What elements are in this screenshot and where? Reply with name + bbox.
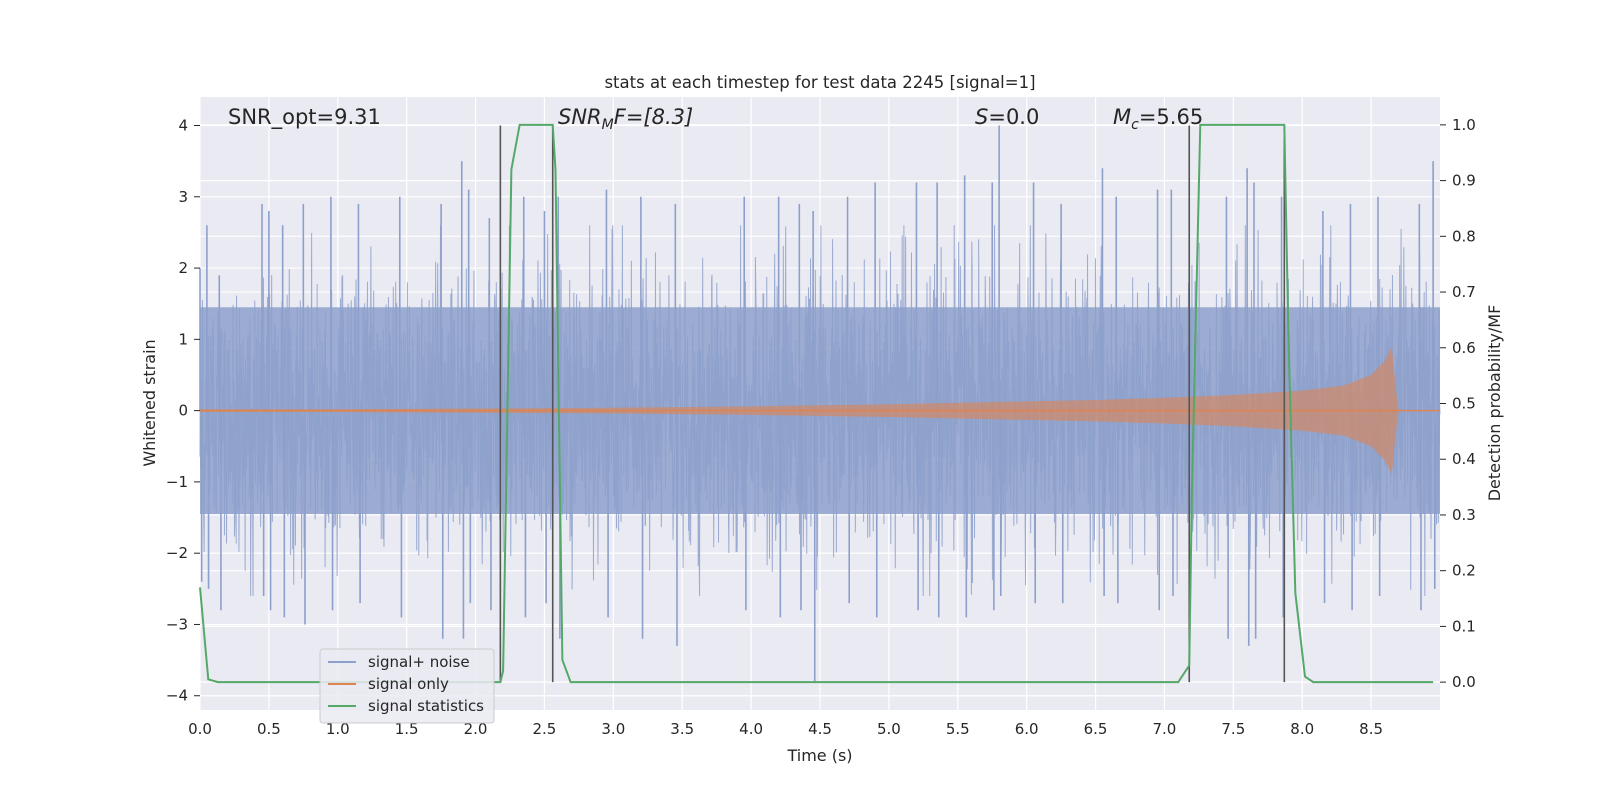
x-tick-label: 5.5 [946,720,970,738]
y-tick-label-right: 0.7 [1452,283,1476,301]
y-tick-label-left: −2 [166,544,188,562]
x-tick-label: 4.0 [739,720,763,738]
x-tick-label: 3.5 [670,720,694,738]
annotation-snr-mf-rest: F=[8.3] [614,105,693,129]
signal-statistics-series [199,123,1434,684]
legend-box [319,648,495,724]
annotation-s-var: S [975,105,988,129]
x-tick-label: 7.5 [1221,720,1245,738]
x-tick-label: 3.0 [601,720,625,738]
x-tick-label: 2.0 [464,720,488,738]
annotation-s-rest: =0.0 [988,105,1039,129]
legend-label-noise: signal+ noise [368,653,470,671]
y-tick-label-right: 0.6 [1452,339,1476,357]
y-tick-label-right: 0.1 [1452,617,1476,635]
x-tick-label: 6.0 [1015,720,1039,738]
y-tick-label-right: 0.5 [1452,395,1476,413]
annotation-mc-rest: =5.65 [1139,105,1203,129]
signal-only-series [200,346,1440,475]
signal-statistics-line [199,123,1434,684]
y-tick-label-right: 0.3 [1452,506,1476,524]
y-tick-label-right: 0.4 [1452,450,1476,468]
x-tick-label: 1.5 [395,720,419,738]
y-axis-left-label: Whitened strain [140,339,159,466]
annotation-snr-mf-sub: M [602,117,614,133]
x-axis-label: Time (s) [786,746,852,765]
x-tick-label: 0.5 [257,720,281,738]
annotation-mc: Mc=5.65 [1113,105,1203,133]
y-tick-label-left: 2 [178,259,188,277]
x-tick-label: 8.5 [1359,720,1383,738]
legend-label-signal: signal only [368,675,449,693]
x-tick-label: 7.0 [1153,720,1177,738]
tick-labels: 0.0 0.5 1.0 1.5 2.0 2.5 3.0 3.5 4.0 4.5 5.0 5.5 6.0 6… [166,116,1476,738]
vertical-markers [499,125,1286,683]
annotation-snr-opt: SNR_opt=9.31 [228,105,381,130]
y-tick-label-right: 0.9 [1452,172,1476,190]
x-tick-label: 1.0 [326,720,350,738]
x-tick-label: 8.0 [1290,720,1314,738]
legend-label-stats: signal statistics [368,697,484,715]
chart-title: stats at each timestep for test data 224… [604,73,1035,92]
x-tick-label: 4.5 [808,720,832,738]
annotation-mc-sub: c [1131,117,1139,133]
annotation-snr-mf: SNRMF=[8.3] [558,105,693,133]
y-tick-label-left: −3 [166,615,188,633]
x-tick-label: 5.0 [877,720,901,738]
annotation-snr-mf-main: SNR [558,105,602,129]
x-tick-label: 2.5 [533,720,557,738]
y-tick-label-left: −4 [166,687,188,705]
y-tick-label-right: 1.0 [1452,116,1476,134]
annotation-s: S=0.0 [975,105,1039,129]
y-tick-label-left: 4 [178,117,188,135]
y-tick-label-right: 0.8 [1452,227,1476,245]
x-tick-label: 6.5 [1084,720,1108,738]
y-axis-right-label: Detection probability/MF [1485,305,1504,502]
y-tick-label-left: 1 [178,330,188,348]
annotation-mc-var: M [1113,105,1131,129]
y-tick-label-left: 3 [178,188,188,206]
y-tick-label-right: 0.0 [1452,673,1476,691]
legend: signal+ noise signal only signal statist… [319,648,495,724]
x-tick-label: 0.0 [188,720,212,738]
y-tick-label-right: 0.2 [1452,562,1476,580]
y-tick-label-left: 0 [178,402,188,420]
y-tick-label-left: −1 [166,473,188,491]
